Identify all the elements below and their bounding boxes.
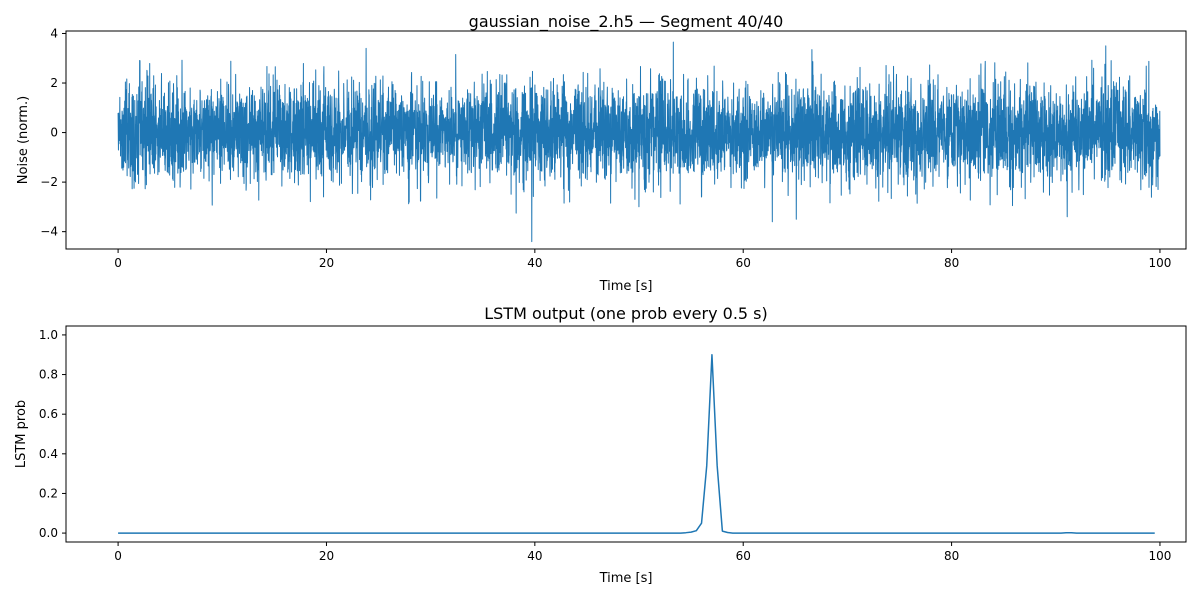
y-tick-label: 4 — [50, 26, 58, 40]
x-tick-label: 20 — [319, 256, 334, 270]
x-tick-label: 40 — [527, 256, 542, 270]
x-tick-label: 100 — [1149, 256, 1172, 270]
y-tick-label: 1.0 — [39, 328, 58, 342]
y-tick-label: 2 — [50, 76, 58, 90]
y-tick-label: −2 — [40, 175, 58, 189]
lstm-x-label: Time [s] — [599, 571, 653, 586]
y-tick-label: 0.4 — [39, 447, 58, 461]
noise-y-ticks: −4 −2 0 2 4 — [40, 26, 66, 239]
x-tick-label: 0 — [114, 256, 122, 270]
noise-y-label: Noise (norm.) — [16, 96, 31, 184]
lstm-plot-frame — [65, 325, 1187, 543]
noise-series — [117, 41, 1161, 243]
noise-x-ticks: 0 20 40 60 80 100 — [114, 249, 1171, 270]
noise-line — [117, 41, 1161, 243]
noise-x-label: Time [s] — [599, 279, 653, 294]
y-tick-label: 0.2 — [39, 486, 58, 500]
y-tick-label: 0.8 — [39, 368, 58, 382]
x-tick-label: 100 — [1149, 549, 1172, 563]
x-tick-label: 60 — [736, 256, 751, 270]
lstm-x-ticks: 0 20 40 60 80 100 — [114, 542, 1171, 563]
lstm-y-ticks: 0.0 0.2 0.4 0.6 0.8 1.0 — [39, 328, 66, 540]
y-tick-label: 0.6 — [39, 407, 58, 421]
lstm-y-label: LSTM prob — [14, 400, 29, 468]
noise-chart-title: gaussian_noise_2.h5 — Segment 40/40 — [469, 12, 784, 32]
x-tick-label: 0 — [114, 549, 122, 563]
x-tick-label: 80 — [944, 256, 959, 270]
y-tick-label: 0.0 — [39, 526, 58, 540]
noise-plot-frame — [65, 30, 1187, 250]
lstm-chart-title: LSTM output (one prob every 0.5 s) — [484, 304, 768, 323]
lstm-prob-line — [118, 353, 1155, 534]
x-tick-label: 60 — [736, 549, 751, 563]
y-tick-label: −4 — [40, 225, 58, 239]
x-tick-label: 20 — [319, 549, 334, 563]
x-tick-label: 80 — [944, 549, 959, 563]
lstm-chart: LSTM output (one prob every 0.5 s) 0 20 40… — [14, 304, 1187, 586]
lstm-series — [118, 353, 1155, 534]
x-tick-label: 40 — [527, 549, 542, 563]
y-tick-label: 0 — [50, 126, 58, 140]
noise-chart: gaussian_noise_2.h5 — Segment 40/40 0 20 4… — [16, 12, 1187, 294]
